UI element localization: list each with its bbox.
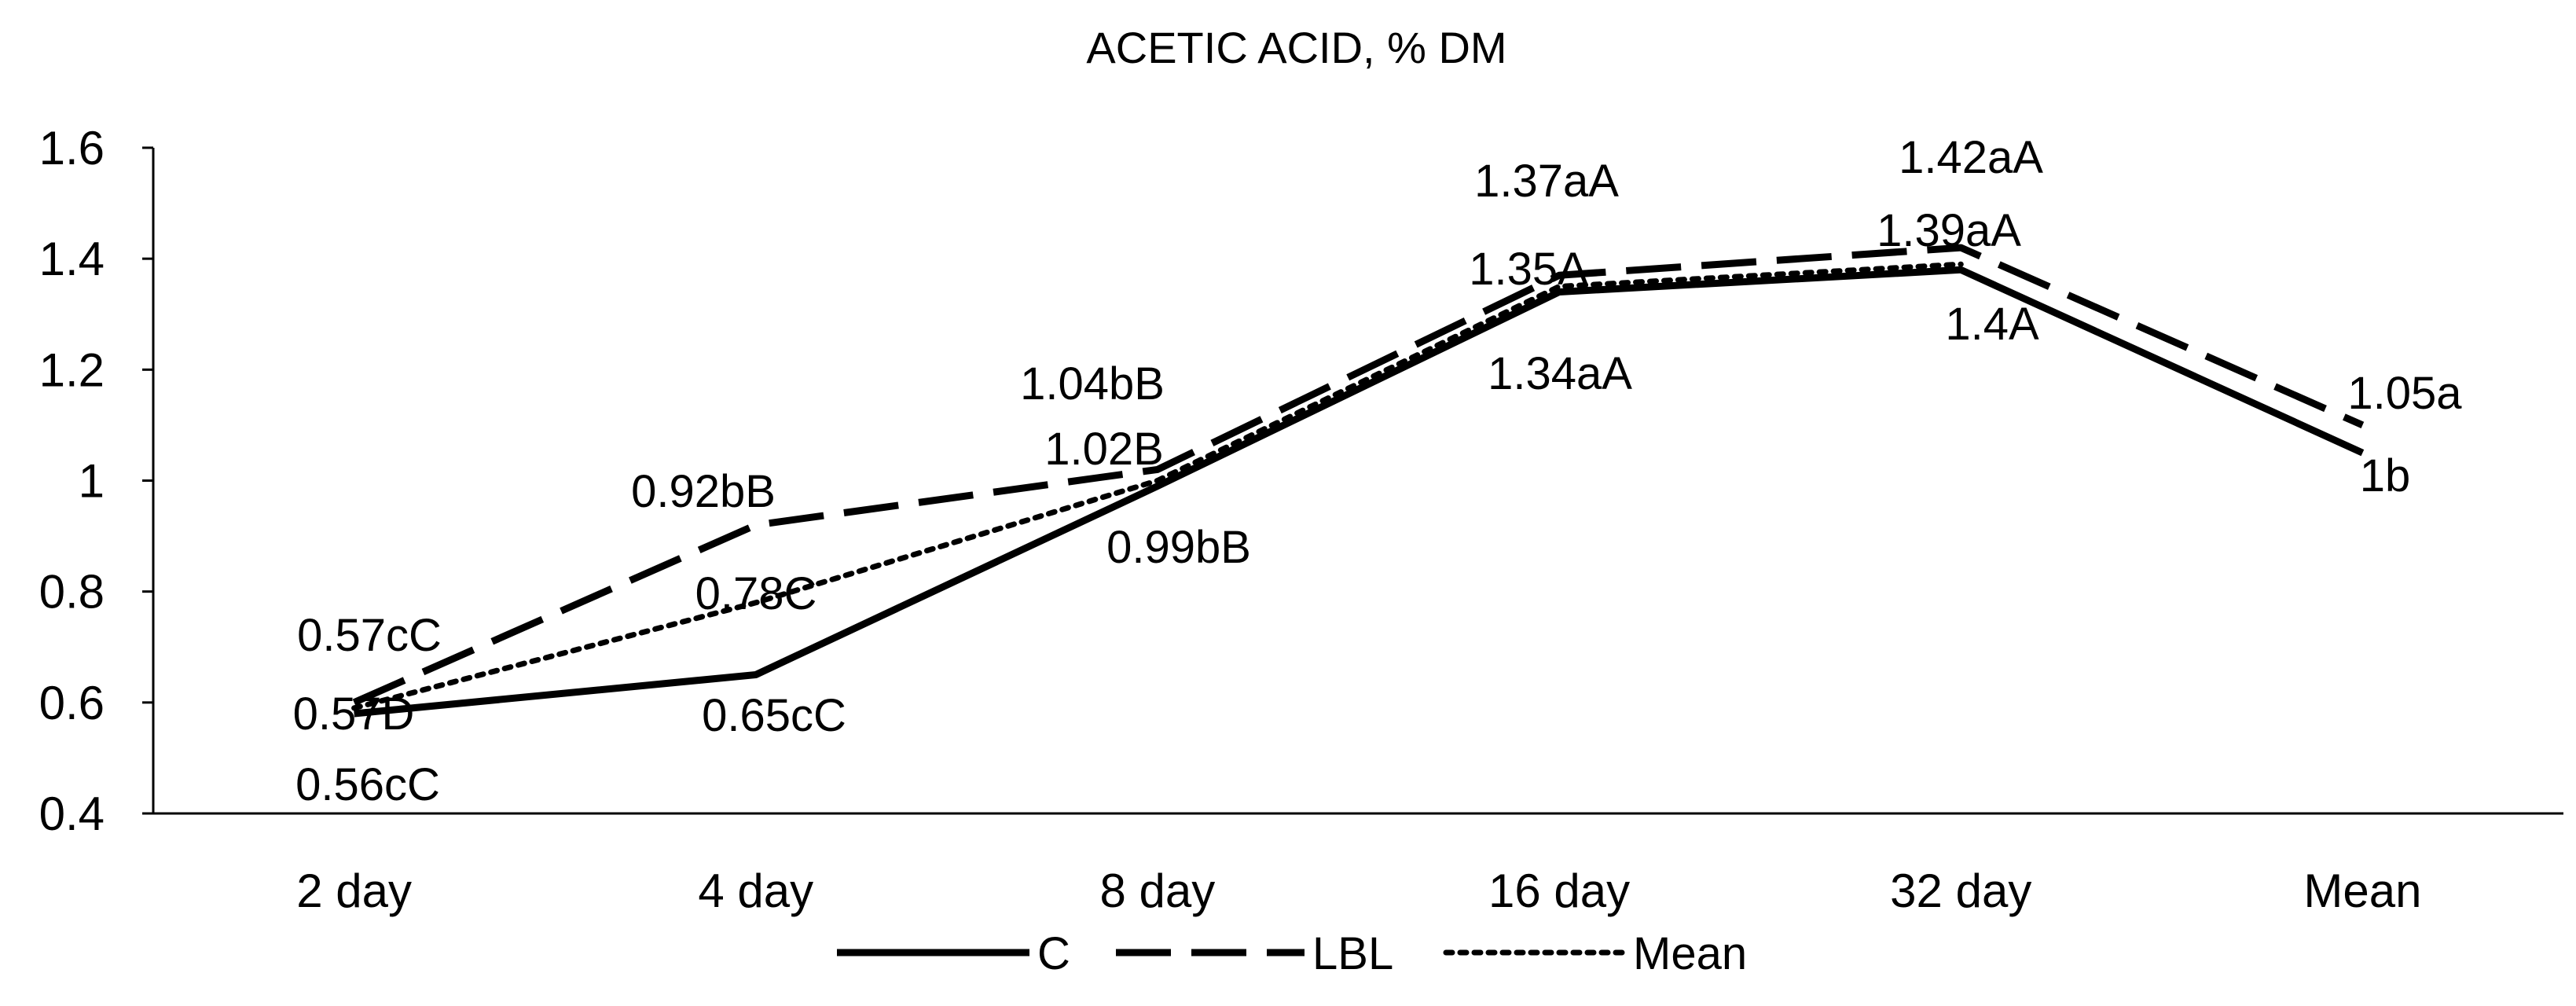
y-tick-label: 0.6 [39,677,105,729]
data-label-c: 1b [2360,450,2411,501]
data-label-c: 0.65cC [702,690,846,741]
series-line-mean [351,261,1964,711]
chart-axes: 0.4 0.6 0.8 1 1.2 1.4 1.6 2 day 4 day 8 day 16 day… [39,122,2563,917]
data-label-mean: 1.02B [1044,424,1164,475]
legend-label-lbl: LBL [1312,928,1393,979]
data-label-lbl: 0.92bB [631,466,776,517]
chart-legend: C LBL Mean [837,928,1747,979]
data-label-mean: 1.35A [1469,244,1588,295]
data-label-c: 1.4A [1945,299,2039,350]
data-label-lbl: 0.57cC [297,610,442,661]
legend-label-c: C [1037,928,1070,979]
data-label-c: 1.34aA [1488,348,1632,399]
x-tick-label: Mean [2303,865,2421,917]
x-tick-label: 2 day [296,865,412,917]
data-label-lbl: 1.04bB [1020,358,1165,409]
data-label-lbl: 1.42aA [1899,132,2043,183]
series-lines [351,244,2365,718]
data-label-mean: 0.57D [293,688,415,740]
y-tick-label: 1.2 [39,343,105,396]
x-tick-label: 8 day [1100,865,1216,917]
data-label-mean: 0.78C [695,568,817,619]
data-label-c: 0.99bB [1106,522,1251,573]
data-label-lbl: 1.05a [2347,368,2462,419]
y-tick-label: 0.8 [39,566,105,619]
legend-label-mean: Mean [1633,928,1747,979]
data-label-mean: 1.39aA [1877,205,2021,256]
chart-title: ACETIC ACID, % DM [1086,23,1506,72]
x-tick-label: 32 day [1890,865,2031,917]
series-line-c [354,266,2365,718]
series-line-lbl [352,244,2365,706]
y-tick-label: 1.6 [39,122,105,174]
x-tick-label: 16 day [1488,865,1630,917]
data-label-lbl: 1.37aA [1474,156,1619,207]
data-labels: 0.56cC 0.65cC 0.99bB 1.34aA 1.4A 1b 0.57cC 0.92… [293,132,2463,810]
y-tick-label: 1 [79,455,105,508]
y-tick-label: 0.4 [39,788,105,840]
x-tick-label: 4 day [698,865,813,917]
y-tick-label: 1.4 [39,233,105,285]
data-label-c: 0.56cC [295,759,440,810]
